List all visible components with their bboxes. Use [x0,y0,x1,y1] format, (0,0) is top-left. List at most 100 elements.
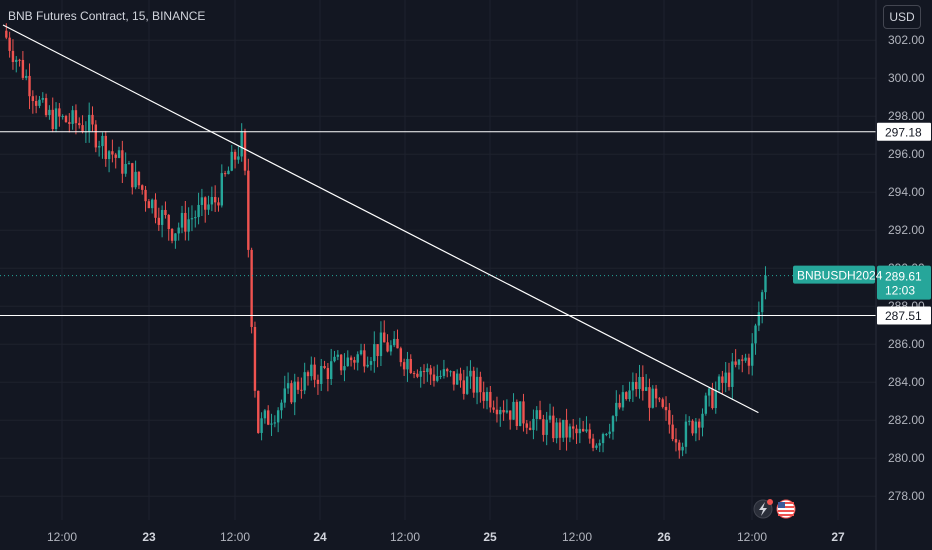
candle-body [634,381,638,390]
flag-canton [778,502,785,508]
candle-body [678,442,681,451]
flag-stripe [778,502,794,504]
candle-body [459,373,462,381]
candle [339,354,343,376]
candle [383,320,386,343]
candle [147,199,151,209]
candle [724,362,727,393]
candle-body [704,395,708,414]
candle [194,210,197,228]
candle-body [386,342,389,352]
candle [326,363,330,392]
candle [204,196,207,223]
candle [243,128,247,176]
time-axis-panel [0,520,876,550]
candle-body [581,428,585,432]
price-tick-label: 280.00 [888,451,925,465]
candle-body [204,197,207,210]
candle [144,185,147,212]
candle [436,364,439,383]
candle [373,331,376,373]
candle [525,420,528,435]
candle [661,397,664,409]
candle-body [276,410,280,423]
candle-body [446,369,449,372]
candle-body [744,357,747,361]
candle-body [227,170,230,175]
candle-body [290,383,293,403]
candle-body [426,368,429,373]
candle-body [25,75,28,78]
candle [200,188,204,216]
candle-body [591,438,595,448]
candle-body [439,375,442,377]
candle-body [260,418,263,433]
candle [134,160,137,190]
candle [416,369,419,379]
candle [734,349,737,368]
candle [257,390,260,434]
candle-body [734,361,737,365]
candle [223,170,227,177]
candle-body [64,116,68,123]
candle-body [757,312,761,326]
candle [386,334,389,353]
candle [555,417,558,444]
candle-body [499,409,502,415]
candle-body [303,372,306,391]
price-tick-label: 294.00 [888,185,925,199]
candle-body [542,419,545,435]
trend-line[interactable] [2,24,759,414]
candle-body [54,108,58,130]
candle-body [416,373,419,377]
candle [532,409,535,440]
candle [558,418,562,451]
countdown-timer: 12:03 [885,284,915,298]
candle [260,412,263,441]
candle-body [674,439,678,443]
candle [664,396,668,421]
candle [237,146,240,164]
currency-button[interactable]: USD [883,5,921,29]
candle-body [442,369,446,376]
candle-body [104,135,107,160]
candle-body [469,370,472,377]
candle-body [654,388,658,399]
candle-body [714,390,717,409]
candle [177,222,180,241]
time-tick-label: 12:00 [737,530,767,544]
level-tag-label: 287.51 [885,309,922,323]
candle [31,90,35,114]
candle [412,371,416,379]
candle-body [518,401,522,426]
candle [54,102,58,133]
us-flag-icon[interactable] [776,499,796,519]
lightning-alert-icon[interactable] [753,499,773,519]
candle [154,193,157,224]
candle-body [684,421,688,447]
candle-body [376,344,379,357]
candle [704,392,708,416]
symbol-label-text: BNBUSDH2024 [797,269,883,283]
candle [61,114,64,120]
lightning-glyph [759,502,767,516]
candle [595,443,598,450]
candle [296,376,300,395]
candle-body [598,443,601,446]
candle [741,354,744,373]
candle [276,407,280,433]
candle [283,375,286,408]
candle [250,247,253,334]
candle [396,329,399,349]
symbol-title: BNB Futures Contract, 15, BINANCE [8,9,206,23]
candle [157,207,161,231]
candle-body [661,399,664,407]
candle [190,205,194,232]
symbol-label: BNBUSDH2024 [793,265,883,284]
candle [509,410,512,430]
candle [489,385,492,413]
candle [78,117,81,129]
candle-body [595,445,598,448]
